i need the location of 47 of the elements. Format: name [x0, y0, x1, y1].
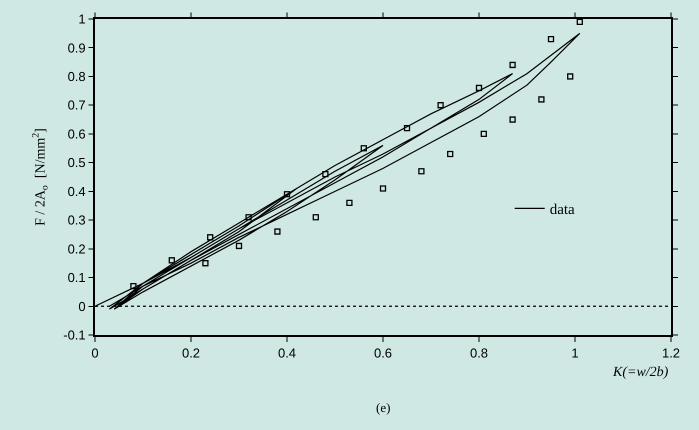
point	[548, 36, 554, 42]
text: (e)	[376, 400, 390, 415]
point	[284, 191, 290, 198]
point	[130, 283, 137, 290]
x-tick-label: 0.2	[182, 345, 200, 360]
y-tick-label: 0.6	[68, 126, 86, 142]
y-tick-label: 0	[78, 298, 86, 314]
point	[567, 73, 574, 80]
y-tick-label: 0.7	[68, 98, 86, 113]
point	[476, 84, 482, 92]
point	[480, 130, 487, 138]
point	[312, 214, 319, 220]
y-tick-label: 0.2	[68, 241, 86, 256]
point	[202, 260, 209, 266]
point	[404, 125, 410, 132]
point	[538, 96, 545, 103]
point	[576, 19, 583, 26]
x-tick-label: 1.2	[662, 345, 680, 360]
x-axis-title: K(=w/2b)	[612, 365, 669, 380]
point	[207, 234, 214, 240]
x-tick-label: 0	[91, 345, 99, 360]
y-tick-label: 0.5	[68, 155, 86, 170]
point	[509, 116, 516, 123]
point	[509, 62, 516, 68]
legend-label: data	[550, 202, 576, 218]
point	[168, 257, 175, 264]
x-tick-label: 0.8	[470, 345, 488, 360]
y-tick-label: 0.1	[68, 270, 86, 286]
point	[447, 150, 454, 158]
x-tick-label: 0.6	[374, 345, 392, 360]
y-tick-label: 0.9	[68, 40, 86, 56]
y-tick-label: 1	[78, 12, 86, 27]
point	[245, 214, 252, 220]
point	[437, 102, 444, 108]
y-tick-label: -0.1	[63, 328, 86, 343]
point	[236, 242, 242, 250]
y-tick-label: 0.8	[68, 69, 86, 84]
point	[322, 170, 329, 178]
y-tick-label: 0.4	[68, 184, 86, 199]
point	[360, 145, 367, 152]
point	[346, 200, 353, 206]
point	[380, 185, 386, 192]
point	[274, 228, 281, 235]
x-tick-label: 0.4	[278, 345, 296, 360]
x-tick-label: 1	[571, 345, 579, 360]
point	[418, 168, 425, 174]
y-tick-label: 0.3	[68, 212, 86, 228]
